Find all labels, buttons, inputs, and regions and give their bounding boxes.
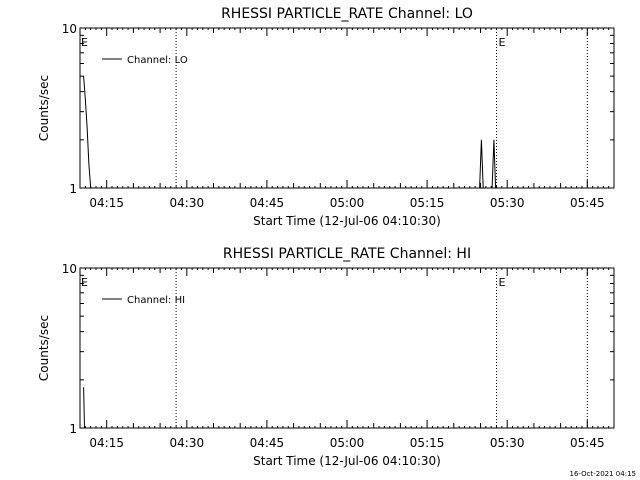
series-line (83, 387, 85, 429)
x-axis-label: Start Time (12-Jul-06 04:10:30) (253, 454, 441, 468)
x-axis-label: Start Time (12-Jul-06 04:10:30) (253, 214, 441, 228)
x-tick-label: 05:00 (330, 196, 365, 210)
series-line (491, 139, 497, 189)
x-tick-label: 05:15 (410, 196, 445, 210)
event-marker-label: E (499, 276, 506, 289)
x-tick-label: 04:45 (250, 196, 285, 210)
x-tick-label: 04:30 (170, 196, 205, 210)
x-tick-label: 04:15 (89, 196, 124, 210)
generation-timestamp: 16-Oct-2021 04:15 (570, 470, 636, 478)
y-tick-label: 1 (69, 422, 77, 436)
x-tick-label: 05:45 (570, 436, 605, 450)
x-tick-label: 05:45 (570, 196, 605, 210)
y-tick-label: 10 (62, 22, 77, 36)
lo-channel-panel: RHESSI PARTICLE_RATE Channel: LO 04:15 04:… (37, 6, 615, 228)
y-tick-label: 1 (69, 182, 77, 196)
y-tick-label: 10 (62, 262, 77, 276)
plot-frame (79, 267, 615, 429)
chart-title: RHESSI PARTICLE_RATE Channel: LO (221, 6, 473, 22)
x-tick-label: 05:30 (490, 196, 525, 210)
x-tick-label: 05:30 (490, 436, 525, 450)
x-tick-label: 05:00 (330, 436, 365, 450)
chart-title: RHESSI PARTICLE_RATE Channel: HI (223, 246, 471, 262)
y-axis-label: Counts/sec (37, 75, 51, 141)
plot-frame (79, 27, 615, 189)
x-tick-label: 05:15 (410, 436, 445, 450)
x-tick-label: 04:15 (89, 436, 124, 450)
start-marker-label: E (81, 36, 88, 49)
x-tick-label: 04:45 (250, 436, 285, 450)
x-tick-label: 04:30 (170, 436, 205, 450)
event-marker-label: E (499, 36, 506, 49)
series-line (479, 139, 484, 189)
hi-channel-panel: RHESSI PARTICLE_RATE Channel: HI 04:15 04:… (37, 246, 615, 468)
y-axis-label: Counts/sec (37, 315, 51, 381)
start-marker-label: E (81, 276, 88, 289)
legend-entry: Channel: LO (127, 55, 188, 66)
series-line (83, 76, 92, 189)
legend-entry: Channel: HI (127, 295, 185, 306)
